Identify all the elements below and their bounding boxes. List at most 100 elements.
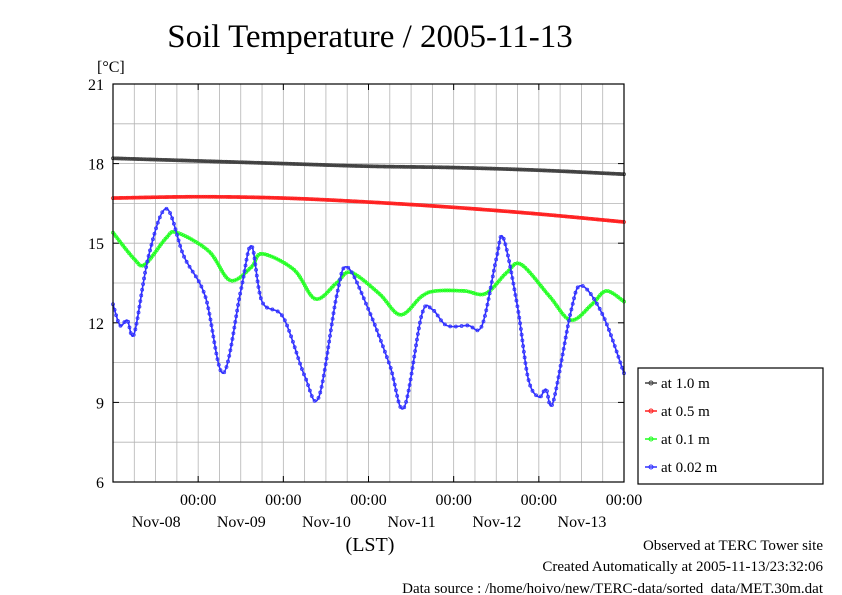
data-point [559, 358, 564, 363]
data-point [491, 208, 495, 213]
data-point [226, 195, 231, 199]
data-point [332, 305, 337, 310]
data-point [446, 165, 451, 170]
data-point [421, 165, 426, 169]
data-point [366, 200, 371, 204]
data-point [604, 218, 609, 223]
data-point [323, 362, 328, 367]
data-point [418, 320, 422, 325]
data-point [490, 274, 495, 279]
series-lines [111, 156, 626, 410]
data-point [328, 328, 333, 333]
data-point [212, 340, 217, 345]
data-point [614, 349, 619, 354]
data-point [152, 231, 157, 236]
data-point [528, 167, 532, 172]
data-point [580, 284, 585, 288]
data-point [407, 202, 412, 207]
data-point [121, 195, 126, 200]
data-point [481, 166, 486, 171]
data-point [613, 219, 618, 224]
data-point [350, 199, 355, 204]
data-point [320, 379, 325, 384]
data-point [394, 388, 398, 393]
data-point [499, 209, 504, 213]
data-point [551, 168, 555, 173]
data-point [180, 194, 185, 199]
data-point [453, 205, 458, 210]
data-point [474, 166, 479, 171]
data-point [475, 328, 480, 333]
data-point [399, 312, 404, 317]
data-point [135, 195, 140, 200]
data-point [361, 164, 366, 169]
data-point [297, 162, 302, 167]
data-point [475, 292, 480, 297]
data-point [327, 339, 332, 344]
data-point [157, 215, 162, 220]
data-point [501, 167, 506, 171]
data-point [312, 399, 317, 403]
data-point [546, 212, 550, 217]
data-point [590, 170, 594, 175]
data-point [386, 164, 390, 169]
data-point [569, 215, 573, 219]
data-point [508, 167, 513, 172]
legend-label: at 1.0 m [661, 376, 710, 392]
data-point [321, 373, 326, 378]
data-point [263, 195, 268, 200]
data-point [597, 171, 602, 175]
data-point [565, 214, 570, 219]
data-point [554, 169, 559, 173]
data-point [343, 163, 348, 168]
data-point [277, 161, 282, 166]
data-point [530, 388, 535, 393]
data-point [602, 317, 607, 322]
data-point [139, 157, 144, 162]
data-point [409, 165, 414, 169]
data-point [292, 196, 297, 201]
data-point [609, 218, 614, 223]
data-point [160, 195, 165, 200]
data-point [236, 303, 241, 307]
data-point [597, 306, 602, 311]
data-point [361, 199, 366, 204]
data-point [377, 164, 382, 169]
data-point [416, 326, 421, 331]
data-point [459, 206, 463, 210]
data-point [258, 252, 263, 256]
data-point [172, 221, 176, 226]
data-point [352, 199, 357, 204]
data-point [579, 216, 584, 220]
data-point [189, 158, 193, 163]
data-point [359, 199, 364, 204]
data-point [337, 283, 341, 287]
data-point [150, 157, 154, 162]
data-point [561, 346, 566, 351]
data-point [251, 250, 256, 255]
data-point [416, 203, 421, 207]
data-point [346, 265, 351, 270]
data-point [438, 288, 443, 293]
data-point [151, 237, 155, 242]
data-point [319, 384, 324, 389]
data-point [380, 344, 385, 349]
data-point [462, 206, 467, 211]
data-point [269, 195, 274, 200]
data-point [457, 205, 462, 210]
data-point [295, 162, 300, 166]
data-point [116, 156, 121, 161]
data-point [597, 217, 602, 222]
data-point [224, 365, 229, 369]
data-point [611, 219, 616, 223]
data-point [478, 207, 483, 212]
data-point [230, 195, 234, 199]
data-point [514, 298, 519, 303]
x-tick-label-day: Nov-12 [472, 514, 521, 531]
data-point [219, 194, 224, 199]
x-tick-label-time: 00:00 [265, 492, 301, 509]
data-point [240, 195, 245, 200]
data-point [423, 304, 428, 309]
data-point [257, 290, 262, 295]
data-point [141, 282, 145, 287]
